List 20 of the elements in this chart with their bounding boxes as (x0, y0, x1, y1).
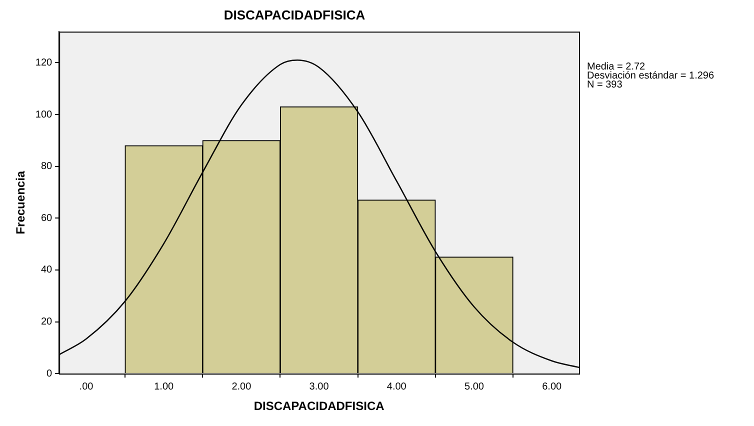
x-tick-label: 3.00 (309, 381, 330, 392)
text: Desviación estándar = 1.296 (587, 70, 714, 82)
y-tick-label: 40 (40, 264, 53, 276)
text: N = 393 (587, 79, 623, 90)
x-tick-label: 5.00 (464, 381, 484, 392)
y-tick-label: 60 (40, 212, 53, 224)
x-tick-label: .00 (79, 381, 94, 392)
y-tick-label: 100 (35, 109, 53, 120)
y-tick-label: 80 (40, 161, 53, 172)
y-tick-label: 0 (46, 368, 53, 380)
y-tick-label: 20 (40, 316, 53, 328)
y-axis-title: Frecuencia (14, 170, 28, 234)
x-tick-label: 2.00 (232, 381, 252, 392)
text: Media = 2.72 (587, 61, 646, 72)
x-tick-label: 1.00 (154, 381, 174, 392)
x-tick-label: 4.00 (386, 381, 407, 392)
y-tick-label: 120 (35, 57, 53, 68)
x-tick-label: 6.00 (542, 381, 562, 392)
x-axis-title: DISCAPACIDADFISICA (254, 399, 385, 414)
chart-title: DISCAPACIDADFISICA (224, 7, 366, 22)
